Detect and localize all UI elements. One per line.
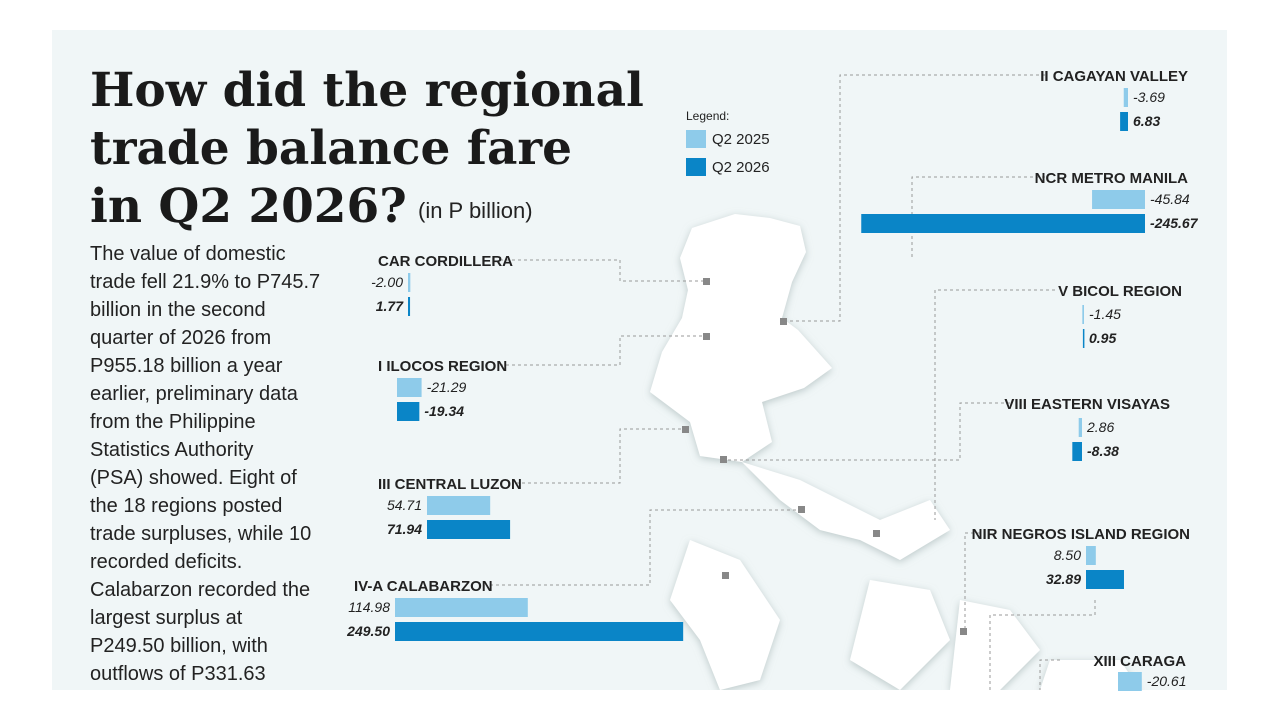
value-label: 54.71 [387, 497, 422, 513]
body-line: Calabarzon recorded the [90, 579, 310, 601]
value-label: 71.94 [387, 521, 422, 537]
bar [1123, 88, 1128, 107]
value-label: -20.61 [1147, 673, 1187, 689]
bar [1078, 418, 1082, 437]
body-line: trade surpluses, while 10 [90, 523, 311, 545]
region-label: II CAGAYAN VALLEY [1040, 68, 1188, 85]
value-label: 0.95 [1089, 330, 1116, 346]
body-line: largest surplus at [90, 607, 243, 629]
map-markers [682, 278, 967, 635]
region-label: NIR NEGROS ISLAND REGION [972, 526, 1190, 543]
body-line: earlier, preliminary data [90, 383, 299, 405]
region-label: IV-A CALABARZON [354, 578, 493, 595]
legend-swatch [686, 158, 706, 176]
value-label: 249.50 [346, 623, 390, 639]
leader-lines [490, 74, 1096, 690]
bar [395, 622, 684, 641]
bar [1082, 305, 1084, 324]
region-label: III CENTRAL LUZON [378, 476, 522, 493]
bar [1072, 442, 1082, 461]
value-label: -21.29 [427, 379, 467, 395]
region-label: I ILOCOS REGION [378, 358, 507, 375]
title-line: trade balance fare [90, 121, 572, 176]
value-label: 114.98 [348, 599, 390, 615]
body-line: the 18 regions posted [90, 495, 282, 517]
panel [52, 30, 1227, 690]
bar [397, 378, 422, 397]
region-label: XIII CARAGA [1093, 653, 1186, 670]
bar [427, 496, 491, 515]
bar [408, 297, 411, 316]
value-label: -19.34 [424, 403, 464, 419]
legend-label: Q2 2025 [712, 131, 770, 148]
bar [1118, 672, 1142, 691]
value-label: 1.77 [376, 298, 404, 314]
bar [408, 273, 411, 292]
bar [397, 402, 420, 421]
title-line: in Q2 2026? [90, 179, 407, 234]
region-label: NCR METRO MANILA [1035, 170, 1188, 187]
body-line: P249.50 billion, with [90, 635, 268, 657]
body-line: trade fell 21.9% to P745.7 [90, 271, 320, 293]
region-label: V BICOL REGION [1058, 283, 1182, 300]
bar [427, 520, 511, 539]
legend-label: Q2 2026 [712, 159, 770, 176]
bar [1092, 190, 1145, 209]
legend-swatch [686, 130, 706, 148]
subtitle: (in P billion) [418, 198, 533, 223]
body-line: The value of domestic [90, 243, 286, 265]
value-label: -8.38 [1087, 443, 1119, 459]
title-line: How did the regional [90, 63, 644, 118]
body-line: Statistics Authority [90, 439, 253, 461]
value-label: 8.50 [1054, 547, 1081, 563]
bar [1086, 570, 1124, 589]
value-label: -245.67 [1150, 215, 1199, 231]
value-label: -45.84 [1150, 191, 1190, 207]
value-label: -3.69 [1133, 89, 1165, 105]
value-label: -2.00 [371, 274, 403, 290]
bar [1082, 329, 1085, 348]
bar-chart: Q2 2025 Q2 2026 CAR CORDILLERA -2.00 1.77 I I… [346, 68, 1199, 691]
region-label: VIII EASTERN VISAYAS [1004, 396, 1170, 413]
bar [1120, 112, 1128, 131]
body-line: (PSA) showed. Eight of [90, 467, 297, 489]
value-label: -1.45 [1089, 306, 1121, 322]
body-line: from the Philippine [90, 411, 256, 433]
body-line: outflows of P331.63 [90, 663, 266, 685]
value-label: 2.86 [1086, 419, 1114, 435]
body-text: The value of domestic trade fell 21.9% to… [90, 243, 320, 685]
body-line: billion in the second [90, 299, 266, 321]
bar [1086, 546, 1096, 565]
bar [395, 598, 528, 617]
body-line: recorded deficits. [90, 551, 242, 573]
legend-title: Legend: [686, 109, 729, 123]
map [650, 214, 1140, 690]
bar [861, 214, 1145, 233]
body-line: P955.18 billion a year [90, 355, 283, 377]
body-line: quarter of 2026 from [90, 327, 271, 349]
value-label: 32.89 [1046, 571, 1081, 587]
region-label: CAR CORDILLERA [378, 253, 513, 270]
value-label: 6.83 [1133, 113, 1160, 129]
